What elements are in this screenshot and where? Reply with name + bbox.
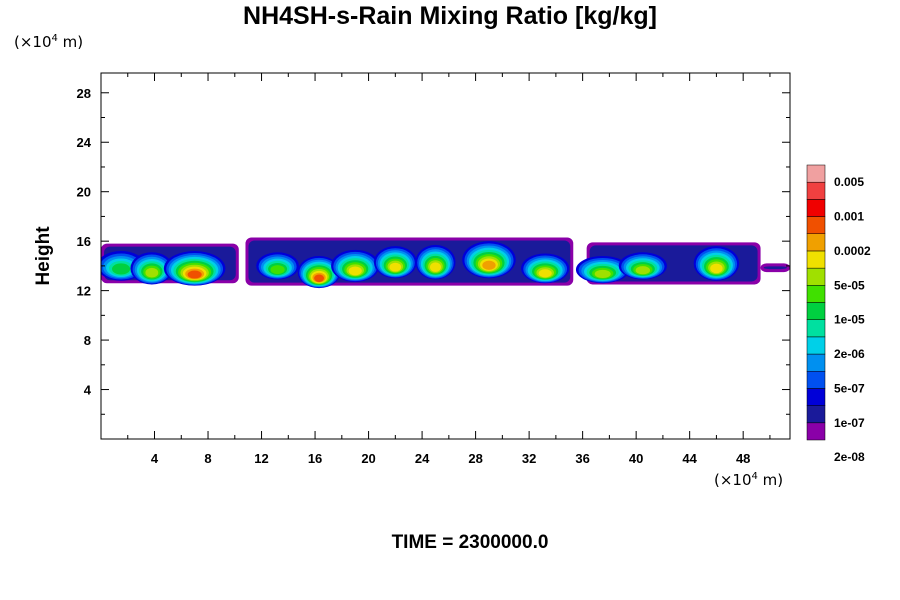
x-axis-unit: (×104 m): [714, 471, 784, 489]
data-cell-contour: [389, 262, 402, 272]
data-cell-contour: [270, 265, 285, 275]
time-label: TIME = 2300000.0: [391, 532, 549, 553]
y-axis-unit: (×104 m): [14, 33, 84, 51]
colorbar-swatch: [806, 371, 826, 389]
colorbar-swatch: [806, 199, 826, 217]
x-tick-label: 44: [682, 451, 697, 466]
data-cell-contour: [314, 274, 325, 282]
y-tick-label: 16: [77, 234, 91, 249]
data-cell-contour: [594, 269, 611, 279]
x-tick-label: 32: [522, 451, 536, 466]
x-tick-label: 48: [736, 451, 750, 466]
x-tick-label: 12: [254, 451, 268, 466]
colorbar-label: 2e-06: [834, 347, 865, 361]
colorbar-swatch: [806, 319, 826, 338]
y-tick-label: 8: [84, 333, 91, 348]
data-cell-contour: [482, 260, 496, 270]
y-tick-label: 12: [77, 284, 91, 299]
x-tick-label: 36: [575, 451, 589, 466]
colorbar-label: 5e-07: [834, 381, 865, 395]
data-cell-contour: [538, 269, 552, 278]
colorbar-swatch: [806, 267, 826, 286]
data-cell-contour: [710, 263, 723, 274]
colorbar-label: 1e-07: [834, 416, 865, 430]
x-tick-label: 40: [629, 451, 643, 466]
y-axis-label: Height: [33, 226, 54, 286]
data-cell-contour: [187, 270, 202, 279]
colorbar-swatch: [806, 353, 826, 372]
x-tick-label: 16: [308, 451, 322, 466]
y-tick-label: 28: [77, 86, 91, 101]
colorbar-label: 1e-05: [834, 313, 865, 327]
colorbar-label: 0.005: [834, 175, 864, 189]
plot-frame: [100, 72, 791, 440]
colorbar-label: 5e-05: [834, 278, 865, 292]
colorbar-swatch: [806, 336, 826, 355]
colorbar-swatch: [806, 233, 826, 252]
colorbar-label: 0.0002: [834, 244, 871, 258]
y-tick-label: 4: [84, 383, 92, 398]
colorbar-label: 0.001: [834, 210, 864, 224]
colorbar-label: 2e-08: [834, 450, 865, 464]
data-band-inner: [763, 266, 787, 270]
colorbar-swatch: [806, 216, 826, 234]
x-tick-label: 4: [151, 451, 159, 466]
colorbar-swatch: [806, 181, 826, 200]
colorbar-swatch: [806, 285, 826, 303]
chart-title: NH4SH-s-Rain Mixing Ratio [kg/kg]: [243, 2, 657, 30]
data-cell-contour: [429, 262, 441, 272]
data-cell-contour: [112, 263, 131, 275]
colorbar-swatch: [806, 388, 826, 406]
data-cell-contour: [635, 266, 651, 275]
x-tick-label: 8: [204, 451, 211, 466]
x-tick-label: 28: [468, 451, 482, 466]
colorbar-swatch: [806, 302, 826, 320]
data-cell-contour: [145, 267, 159, 278]
colorbar-swatch: [806, 250, 826, 269]
colorbar-swatch: [806, 405, 826, 424]
data-cell-contour: [348, 266, 362, 276]
colorbar-swatch: [806, 164, 826, 183]
y-tick-label: 20: [77, 185, 91, 200]
data-layer: [101, 237, 790, 289]
y-tick-label: 24: [77, 135, 92, 150]
x-tick-label: 24: [415, 451, 430, 466]
colorbar-swatch: [806, 422, 826, 441]
x-tick-label: 20: [361, 451, 375, 466]
